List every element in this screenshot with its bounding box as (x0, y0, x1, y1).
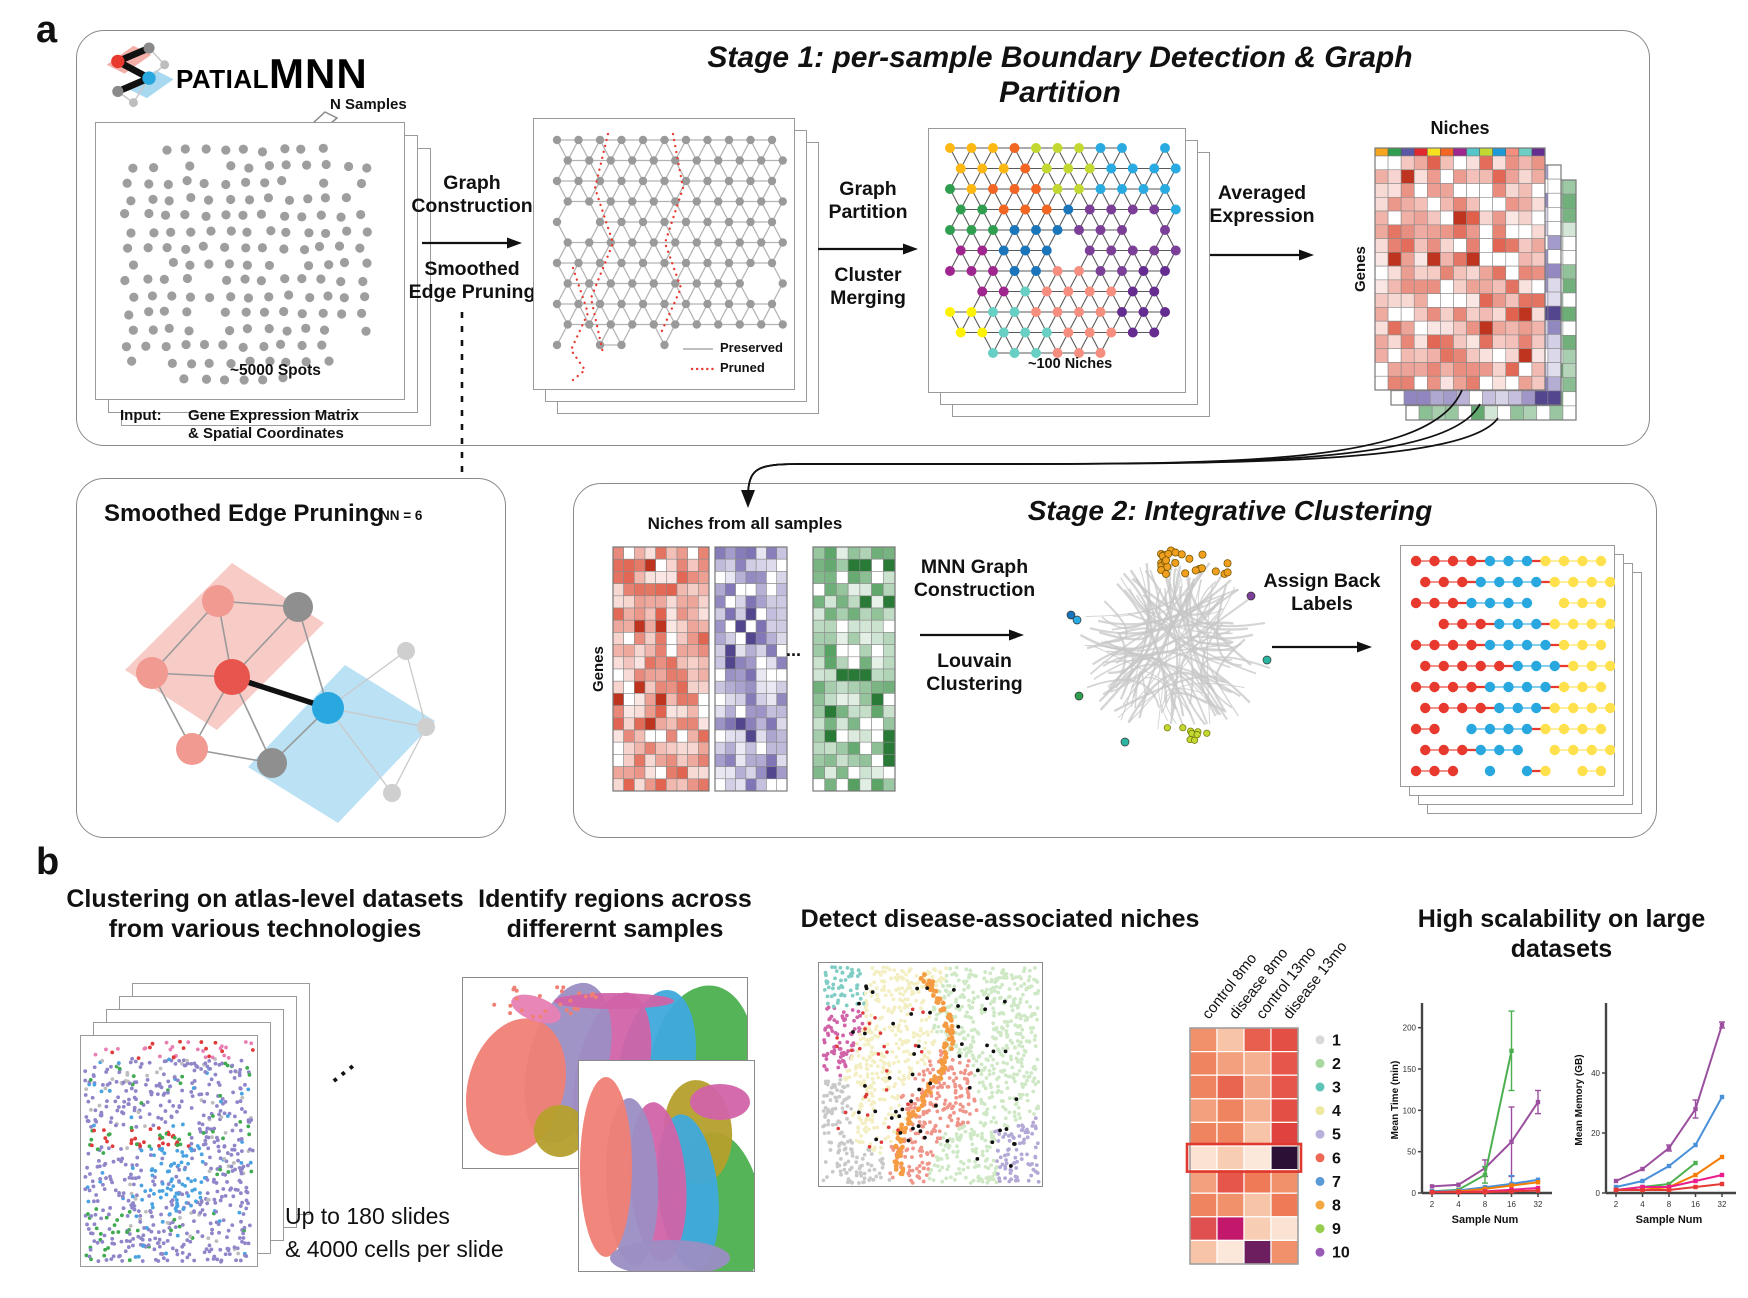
panel-b-label: b (36, 841, 60, 883)
region-map-2-plot (579, 1076, 754, 1271)
sep-title: Smoothed Edge Pruning (104, 500, 384, 527)
niches-from-label: Niches from all samples (647, 514, 843, 533)
arrow3-top-label: Averaged Expression (1209, 182, 1315, 227)
niche-expression-heatmaps (1374, 147, 1577, 421)
stage2-title: Stage 2: Integrative Clustering (1027, 495, 1433, 526)
niches-count-label: ~100 Niches (1028, 356, 1113, 372)
arrow3-icon (1210, 249, 1314, 261)
slides-ellipsis: ... (318, 1045, 362, 1089)
arrow1-top-label: Graph Construction (411, 172, 533, 217)
spot-grid (120, 143, 372, 385)
mnn-arrow-icon (920, 629, 1024, 641)
spatialmnn-logo: PATIAL MNN (100, 38, 420, 116)
legend-preserved-label: Preserved (720, 340, 783, 355)
mnn-arrow-bottom-label: Louvain Clustering (926, 650, 1023, 695)
arrow2-bottom-label: Cluster Merging (830, 264, 906, 309)
b-col1-title: Clustering on atlas-level datasets from … (66, 885, 464, 943)
arrow1-icon (422, 237, 522, 249)
b-col2-title: Identify regions across differernt sampl… (478, 885, 752, 943)
legend-preserved-line (683, 348, 713, 350)
input-value: Gene Expression Matrix & Spatial Coordin… (188, 407, 359, 442)
arrow2-top-label: Graph Partition (828, 178, 908, 223)
stage1-title: Stage 1: per-sample Boundary Detection &… (707, 41, 1413, 110)
stage1-genes-label: Genes (1352, 246, 1369, 292)
pruned-graph (552, 132, 787, 382)
mnn-network-graph (1066, 546, 1272, 747)
arrow1-bottom-label: Smoothed Edge Pruning (408, 258, 536, 303)
b-col4-title: High scalability on large datasets (1417, 905, 1706, 963)
panel-a-label: a (36, 9, 58, 51)
sep-nn-label: NN = 6 (380, 508, 423, 523)
stacked-sample-heatmaps (612, 546, 896, 792)
spots-count-label: ~5000 Spots (230, 362, 321, 379)
n-samples-label: N Samples (330, 96, 407, 113)
logo-text-mnn: MNN (269, 50, 368, 97)
disease-map-plot (820, 964, 1041, 1185)
input-label: Input: (120, 407, 162, 424)
b-col3-title: Detect disease-associated niches (800, 905, 1200, 933)
heatmap-ellipsis: ... (786, 640, 802, 660)
mnn-arrow-top-label: MNN Graph Construction (913, 556, 1036, 601)
assign-arrow-label: Assign Back Labels (1263, 570, 1381, 615)
sep-diagram (125, 563, 435, 823)
logo-text-patial: PATIAL (176, 64, 270, 94)
legend-pruned-label: Pruned (720, 360, 765, 375)
logo-graph-icon (106, 42, 174, 108)
assign-arrow-icon (1272, 641, 1372, 653)
legend-pruned-dots (690, 367, 716, 371)
niches-heatmap-title: Niches (1430, 118, 1490, 138)
labeled-niche-map (1410, 555, 1615, 777)
arrow2-icon (818, 243, 918, 255)
niche-graph (945, 143, 1181, 358)
slide-scatter (83, 1039, 255, 1264)
slides-caption: Up to 180 slides & 4000 cells per slide (285, 1203, 504, 1263)
